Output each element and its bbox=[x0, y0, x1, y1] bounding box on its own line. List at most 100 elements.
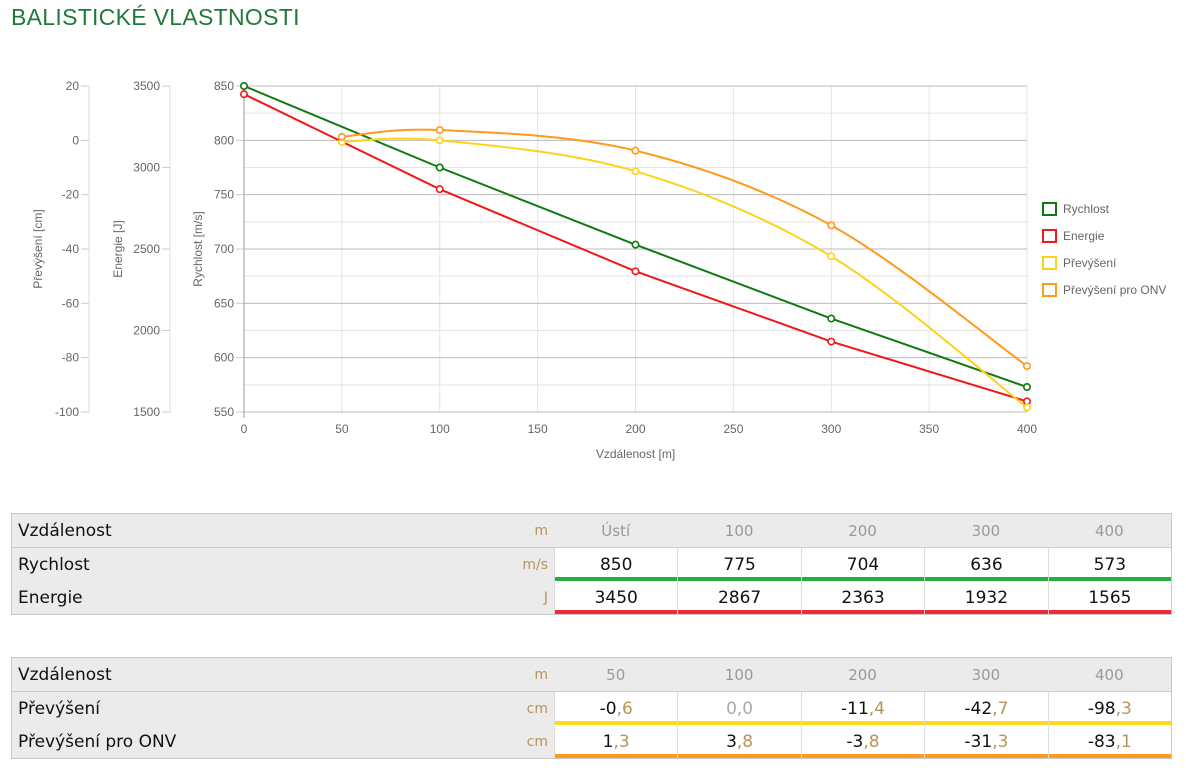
column-header: 50 bbox=[606, 665, 626, 684]
data-point bbox=[240, 81, 249, 90]
x-tick-label: 0 bbox=[241, 422, 248, 436]
column-header: 100 bbox=[724, 521, 754, 540]
column-header: 200 bbox=[848, 521, 877, 540]
column-header: 200 bbox=[848, 665, 877, 684]
data-point bbox=[1022, 403, 1031, 412]
table-speed-energy: Vzdálenost m Ústí 100 200 300 400 Rychlost m/s 85… bbox=[11, 513, 1172, 615]
unit-label: m/s bbox=[522, 556, 548, 573]
y-tick-label: 700 bbox=[214, 242, 234, 256]
legend-swatch bbox=[1042, 256, 1057, 270]
value-cell: 775 bbox=[677, 548, 801, 581]
series-color-bar bbox=[1048, 754, 1172, 758]
y-axis-title: Rychlost [m/s] bbox=[191, 211, 205, 286]
x-tick-label: 250 bbox=[723, 422, 743, 436]
value-cell: 2363 bbox=[800, 581, 925, 614]
x-tick-label: 400 bbox=[1017, 422, 1037, 436]
series-color-bar bbox=[555, 577, 678, 581]
series-color-bar bbox=[555, 610, 678, 614]
unit-label: cm bbox=[526, 700, 548, 717]
data-point bbox=[1022, 383, 1031, 392]
y-tick-label: 850 bbox=[214, 79, 234, 93]
column-header: 300 bbox=[971, 521, 1001, 540]
series-color-bar bbox=[678, 721, 801, 725]
value-cell: 573 bbox=[1047, 548, 1172, 581]
row-label: Rychlost bbox=[18, 554, 90, 575]
table-row: Převýšení cm -0,6 0,0 -11,4 -42,7 -98,3 bbox=[12, 692, 1172, 725]
data-point bbox=[631, 267, 640, 276]
column-header: 400 bbox=[1095, 665, 1124, 684]
data-point bbox=[827, 221, 836, 230]
y-tick-label: 20 bbox=[66, 79, 80, 93]
series-color-bar bbox=[925, 610, 1048, 614]
legend-label: Energie bbox=[1063, 229, 1105, 243]
legend-swatch bbox=[1042, 202, 1057, 216]
value-cell: -31,3 bbox=[924, 725, 1048, 758]
row-label: Převýšení bbox=[18, 698, 100, 719]
data-point bbox=[631, 146, 640, 155]
column-header: Ústí bbox=[601, 521, 631, 540]
y-tick-label: 750 bbox=[214, 188, 234, 202]
series-line-3 bbox=[341, 128, 1028, 367]
value-cell: 850 bbox=[554, 548, 678, 581]
series-color-bar bbox=[801, 577, 925, 581]
data-point bbox=[827, 314, 836, 323]
table-drop: Vzdálenost m 50 100 200 300 400 Převýšení cm -0,6… bbox=[11, 657, 1172, 759]
data-point bbox=[435, 163, 444, 172]
y-tick-label: 1500 bbox=[133, 405, 160, 419]
row-label: Vzdálenost bbox=[18, 520, 112, 541]
y-tick-label: -80 bbox=[62, 351, 80, 365]
legend-swatch bbox=[1042, 283, 1057, 297]
series-color-bar bbox=[678, 754, 801, 758]
data-point bbox=[337, 132, 346, 141]
y-tick-label: -100 bbox=[55, 405, 79, 419]
series-color-bar bbox=[925, 577, 1048, 581]
page-title: BALISTICKÉ VLASTNOSTI bbox=[11, 4, 300, 30]
x-tick-label: 150 bbox=[528, 422, 548, 436]
legend-label: Rychlost bbox=[1063, 202, 1110, 216]
series-color-bar bbox=[555, 754, 678, 758]
unit-label: m bbox=[534, 522, 548, 539]
series-color-bar bbox=[678, 577, 801, 581]
row-label: Energie bbox=[18, 587, 83, 608]
column-header: 100 bbox=[724, 665, 754, 684]
value-cell: -11,4 bbox=[800, 692, 925, 725]
series-color-bar bbox=[801, 610, 925, 614]
data-point bbox=[435, 136, 444, 145]
series-color-bar bbox=[1048, 610, 1172, 614]
series-color-bar bbox=[678, 610, 801, 614]
value-cell: 3450 bbox=[554, 581, 678, 614]
y-tick-label: 2500 bbox=[133, 242, 160, 256]
y-axis-title: Převýšení [cm] bbox=[31, 209, 45, 288]
legend-label: Převýšení bbox=[1063, 256, 1117, 270]
y-tick-label: 3000 bbox=[133, 161, 160, 175]
value-cell: 3,8 bbox=[677, 725, 801, 758]
unit-label: J bbox=[543, 589, 548, 606]
value-cell: 704 bbox=[800, 548, 925, 581]
y-tick-label: -20 bbox=[62, 188, 80, 202]
value-cell: 0,0 bbox=[677, 692, 801, 725]
x-tick-label: 200 bbox=[625, 422, 645, 436]
data-point bbox=[827, 337, 836, 346]
series-color-bar bbox=[801, 721, 925, 725]
y-tick-label: -40 bbox=[62, 242, 80, 256]
data-point bbox=[827, 252, 836, 261]
value-cell: 636 bbox=[924, 548, 1048, 581]
y-tick-label: 550 bbox=[214, 405, 234, 419]
y-tick-label: 2000 bbox=[133, 324, 160, 338]
x-tick-label: 350 bbox=[919, 422, 939, 436]
value-cell: -0,6 bbox=[554, 692, 678, 725]
row-label: Vzdálenost bbox=[18, 664, 112, 685]
x-axis-title: Vzdálenost [m] bbox=[596, 447, 675, 461]
y-tick-label: 600 bbox=[214, 351, 234, 365]
table-header-row: Vzdálenost m 50 100 200 300 400 bbox=[12, 658, 1171, 692]
table-row: Převýšení pro ONV cm 1,3 3,8 -3,8 -31,3 -83,1 bbox=[12, 725, 1172, 758]
value-cell: -3,8 bbox=[800, 725, 925, 758]
data-point bbox=[240, 90, 249, 99]
unit-label: cm bbox=[526, 733, 548, 750]
data-point bbox=[631, 167, 640, 176]
x-tick-label: 300 bbox=[821, 422, 841, 436]
column-header: 400 bbox=[1095, 521, 1124, 540]
column-header: 300 bbox=[971, 665, 1001, 684]
y-axis-title: Energie [J] bbox=[111, 220, 125, 277]
y-tick-label: 0 bbox=[72, 133, 79, 147]
